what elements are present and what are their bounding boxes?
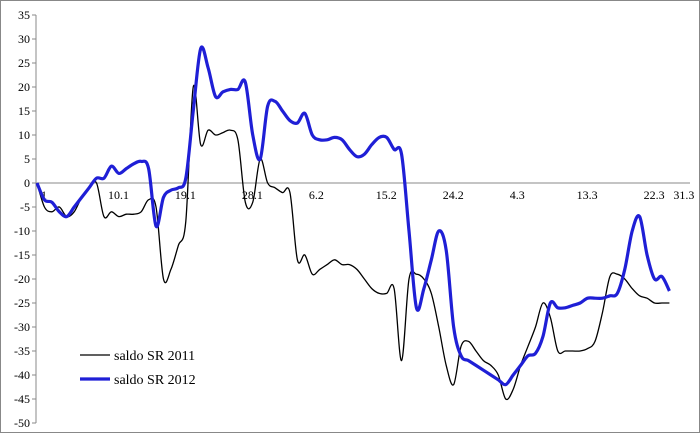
y-tick-label: -30 <box>14 320 30 334</box>
data-line <box>35 45 671 387</box>
y-tick-label: 35 <box>18 8 30 22</box>
y-tick-label: 15 <box>18 104 30 118</box>
legend-label: saldo SR 2012 <box>114 373 196 388</box>
data-line <box>36 84 670 401</box>
y-tick-label: -45 <box>14 392 30 406</box>
x-tick-label: 6.2 <box>309 188 324 202</box>
x-tick-label: 31.3 <box>673 188 694 202</box>
legend-label: saldo SR 2011 <box>114 349 195 364</box>
y-tick-label: 10 <box>18 128 30 142</box>
y-tick-label: -5 <box>20 200 30 214</box>
x-tick-label: 1 <box>41 188 47 202</box>
y-tick-label: -15 <box>14 248 30 262</box>
x-tick-label: 15.2 <box>376 188 397 202</box>
y-tick-label: 30 <box>18 32 30 46</box>
y-tick-label: -25 <box>14 296 30 310</box>
y-tick-label: 5 <box>24 152 30 166</box>
y-tick-label: 20 <box>18 80 30 94</box>
y-tick-label: -10 <box>14 224 30 238</box>
y-tick-label: -20 <box>14 272 30 286</box>
y-tick-label: -35 <box>14 344 30 358</box>
y-tick-label: -40 <box>14 368 30 382</box>
y-tick-label: 25 <box>18 56 30 70</box>
x-tick-label: 19.1 <box>175 188 196 202</box>
x-tick-label: 22.3 <box>644 188 665 202</box>
x-tick-label: 28.1 <box>242 188 263 202</box>
y-tick-label: 0 <box>24 176 30 190</box>
x-tick-label: 4.3 <box>510 188 525 202</box>
x-tick-label: 24.2 <box>443 188 464 202</box>
y-tick-label: -50 <box>14 416 30 430</box>
x-tick-label: 10.1 <box>108 188 129 202</box>
x-tick-label: 13.3 <box>577 188 598 202</box>
